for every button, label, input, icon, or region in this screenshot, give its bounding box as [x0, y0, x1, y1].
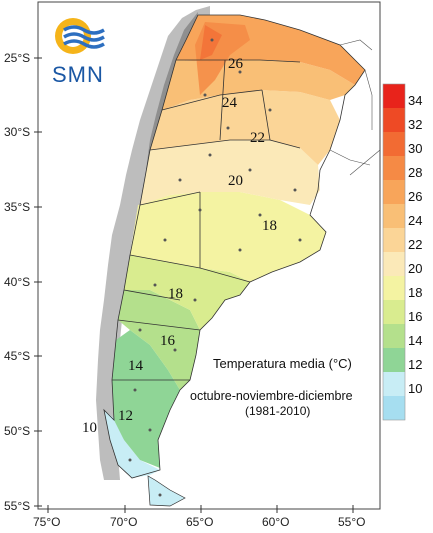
legend-label: 24 — [408, 213, 422, 228]
legend-label: 18 — [408, 285, 422, 300]
legend-label: 34 — [408, 93, 422, 108]
legend-swatch — [383, 324, 405, 348]
legend-label: 32 — [408, 117, 422, 132]
band-20 — [140, 140, 320, 205]
band-12 — [112, 330, 180, 468]
band-18 — [130, 192, 326, 282]
lat-label: 40°S — [4, 275, 30, 289]
legend-colorbar: 34 32 30 28 26 24 22 20 18 16 14 12 10 — [382, 83, 422, 421]
legend-swatch — [383, 204, 405, 228]
lat-label: 35°S — [4, 200, 30, 214]
logo-text: SMN — [52, 62, 104, 87]
station-dots — [128, 38, 302, 497]
lon-label: 60°O — [262, 515, 289, 529]
lat-label: 55°S — [4, 499, 30, 513]
legend-swatch — [383, 348, 405, 372]
lat-label: 45°S — [4, 349, 30, 363]
legend-border — [382, 83, 406, 421]
lon-label: 70°O — [110, 515, 137, 529]
legend-label: 26 — [408, 189, 422, 204]
contour-label-10: 10 — [82, 420, 97, 436]
contour-label-20: 20 — [228, 173, 243, 189]
lat-ticks — [34, 57, 42, 507]
legend-label: 28 — [408, 165, 422, 180]
legend-label: 10 — [408, 381, 422, 396]
contour-label-18b: 18 — [168, 286, 183, 302]
legend-label: 30 — [408, 141, 422, 156]
lat-label: 30°S — [4, 125, 30, 139]
caption-period: octubre-noviembre-diciembre — [190, 389, 353, 403]
band-14 — [118, 290, 200, 390]
band-22 — [150, 90, 340, 165]
tierra-del-fuego — [147, 475, 186, 507]
caption-title: Temperatura media (°C) — [213, 356, 352, 371]
smn-logo: SMN — [52, 18, 105, 87]
lat-label: 50°S — [4, 424, 30, 438]
legend-swatch — [383, 396, 405, 420]
contour-label-18a: 18 — [262, 218, 277, 234]
legend-label: 12 — [408, 357, 422, 372]
legend-swatch — [383, 156, 405, 180]
band-30 — [200, 25, 222, 60]
contour-label-12: 12 — [118, 408, 133, 424]
lon-ticks — [47, 505, 354, 513]
contour-label-24: 24 — [222, 95, 238, 111]
province-borders — [103, 14, 366, 479]
lon-label: 55°O — [338, 515, 365, 529]
legend-swatch — [383, 180, 405, 204]
contour-label-26: 26 — [228, 56, 244, 72]
legend-label: 14 — [408, 333, 422, 348]
band-16 — [124, 255, 250, 330]
legend-swatch — [383, 276, 405, 300]
legend-swatch — [383, 132, 405, 156]
logo-wave-icon — [63, 25, 105, 35]
legend-label: 20 — [408, 261, 422, 276]
lon-label: 75°O — [33, 515, 60, 529]
lon-label: 65°O — [186, 515, 213, 529]
legend-swatch — [383, 252, 405, 276]
legend-swatch — [383, 228, 405, 252]
neighbor-borders — [329, 39, 381, 176]
legend-swatch — [383, 108, 405, 132]
lat-axis: 25°S 30°S 35°S 40°S 45°S 50°S 55°S — [4, 51, 30, 513]
legend-label: 22 — [408, 237, 422, 252]
contour-labels: 26 24 22 20 18 18 16 14 12 10 — [82, 56, 277, 436]
contour-label-14: 14 — [128, 358, 144, 374]
legend-label: 16 — [408, 309, 422, 324]
lat-label: 25°S — [4, 51, 30, 65]
lon-axis: 75°O 70°O 65°O 60°O 55°O — [33, 515, 365, 529]
contour-label-22: 22 — [250, 130, 265, 146]
legend-swatch — [383, 84, 405, 108]
caption-years: (1981-2010) — [245, 404, 310, 418]
contour-label-16: 16 — [160, 333, 176, 349]
legend-swatch — [383, 372, 405, 396]
legend-swatch — [383, 300, 405, 324]
